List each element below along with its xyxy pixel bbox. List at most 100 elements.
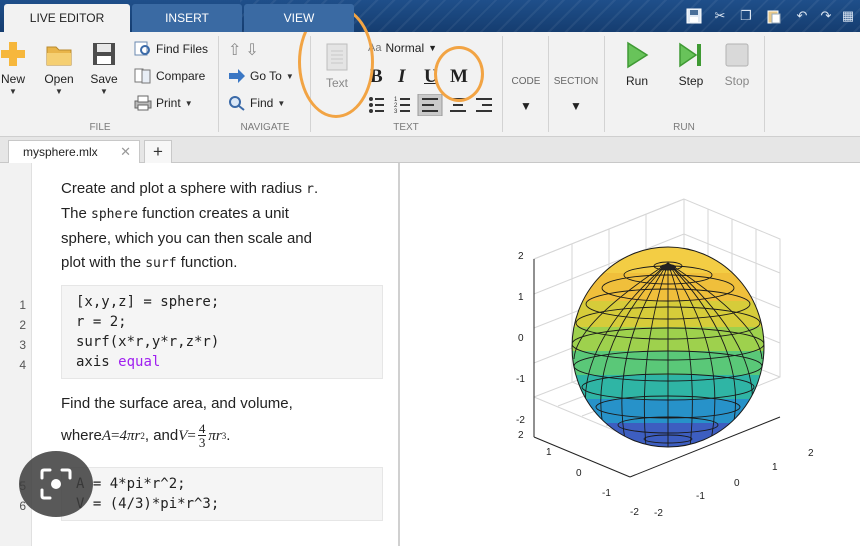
new-plus-icon xyxy=(1,42,25,66)
section-label: SECTION xyxy=(553,76,599,87)
forward-arrow-icon[interactable]: ⇩ xyxy=(245,42,259,59)
code-line[interactable]: surf(x*r,y*r,z*r) xyxy=(76,334,220,350)
y-axis-ticks: -2 -1 0 1 2 xyxy=(654,448,814,519)
svg-text:-2: -2 xyxy=(654,508,663,519)
svg-text:-2: -2 xyxy=(516,415,525,426)
plus-icon: + xyxy=(153,142,163,161)
svg-text:0: 0 xyxy=(518,333,524,344)
cut-icon[interactable]: ✂ xyxy=(714,8,726,23)
insert-text-button[interactable]: Text xyxy=(318,42,356,90)
chevron-down-icon: ▼ xyxy=(55,87,63,96)
fraction-four-thirds: 4 3 xyxy=(197,421,207,450)
sphere-surface xyxy=(572,247,764,447)
svg-text:0: 0 xyxy=(576,468,582,479)
open-button[interactable]: Open ▼ xyxy=(42,40,76,96)
tab-live-editor[interactable]: LIVE EDITOR xyxy=(4,4,130,32)
align-center-icon[interactable] xyxy=(450,98,466,112)
group-separator xyxy=(310,36,311,132)
copy-icon[interactable]: ❐ xyxy=(740,8,752,23)
go-to-button[interactable]: Go To ▼ xyxy=(228,68,294,84)
chevron-down-icon: ▼ xyxy=(285,72,294,81)
save-label: Save xyxy=(90,72,118,86)
run-button[interactable]: Run xyxy=(616,40,658,88)
find-files-button[interactable]: Find Files xyxy=(134,41,208,57)
numbered-list-icon[interactable]: 123 xyxy=(394,97,410,115)
save-button[interactable]: Save ▼ xyxy=(88,40,120,96)
code-block-1[interactable]: [x,y,z] = sphere; r = 2; surf(x*r,y*r,z*… xyxy=(61,285,383,379)
stop-label: Stop xyxy=(724,74,750,88)
step-button[interactable]: Step xyxy=(670,40,712,88)
monospace-button[interactable]: M xyxy=(450,66,468,87)
sphere-outline xyxy=(571,246,765,448)
text-paragraph-formulas[interactable]: Find the surface area, and volume, where… xyxy=(61,395,293,450)
italic-button[interactable]: I xyxy=(398,66,406,87)
align-left-icon[interactable] xyxy=(417,94,443,116)
svg-text:1: 1 xyxy=(546,447,552,458)
compare-icon xyxy=(134,68,151,84)
document-tab-mysphere[interactable]: mysphere.mlx ✕ xyxy=(8,140,140,163)
redo-icon[interactable]: ↷ xyxy=(820,8,832,23)
code-line[interactable]: V = (4/3)*pi*r^3; xyxy=(76,496,220,512)
find-files-icon xyxy=(134,41,150,56)
new-tab-button[interactable]: + xyxy=(144,140,172,163)
go-to-arrow-icon xyxy=(229,69,245,83)
quick-save-icon[interactable] xyxy=(684,6,704,26)
group-separator xyxy=(604,36,605,132)
new-button[interactable]: New ▼ xyxy=(0,40,30,96)
output-divider[interactable] xyxy=(398,163,400,546)
text-document-icon xyxy=(326,43,348,71)
tab-insert[interactable]: INSERT xyxy=(132,4,242,32)
z-axis-ticks: 2 1 0 -1 -2 xyxy=(516,251,525,426)
magnifier-icon xyxy=(229,96,245,111)
text-button-label: Text xyxy=(325,76,348,90)
code-line[interactable]: r = 2; xyxy=(76,314,127,330)
line-number: 1 xyxy=(19,298,26,312)
line-number: 3 xyxy=(19,338,26,352)
plot-axes xyxy=(533,259,781,478)
tab-view[interactable]: VIEW xyxy=(244,4,354,32)
run-group-label: RUN xyxy=(673,122,695,133)
text-group-label: TEXT xyxy=(393,122,419,133)
find-button[interactable]: Find ▼ xyxy=(228,95,285,111)
svg-text:2: 2 xyxy=(518,251,524,262)
paste-icon[interactable] xyxy=(764,6,784,26)
sphere-surface-plot[interactable]: 2 1 0 -1 -2 2 1 0 -1 -2 -2 -1 0 1 2 xyxy=(400,163,860,546)
svg-text:1: 1 xyxy=(772,462,778,473)
align-right-icon[interactable] xyxy=(476,98,492,112)
close-icon[interactable]: ✕ xyxy=(120,144,131,159)
code-block-2[interactable]: A = 4*pi*r^2; V = (4/3)*pi*r^3; xyxy=(61,467,383,521)
bullet-list-icon[interactable] xyxy=(369,97,384,113)
code-menu-button[interactable]: CODE ▼ xyxy=(506,76,546,113)
svg-text:2: 2 xyxy=(518,430,524,441)
print-button[interactable]: Print ▼ xyxy=(134,95,193,111)
group-separator xyxy=(502,36,503,132)
navigate-group-label: NAVIGATE xyxy=(240,122,290,133)
figure-output[interactable]: 2 1 0 -1 -2 2 1 0 -1 -2 -2 -1 0 1 2 xyxy=(400,163,860,546)
file-group-label: FILE xyxy=(89,122,111,133)
compare-button[interactable]: Compare xyxy=(134,68,205,84)
section-menu-button[interactable]: SECTION ▼ xyxy=(550,76,602,113)
chevron-down-icon: ▼ xyxy=(100,87,108,96)
svg-text:0: 0 xyxy=(734,478,740,489)
ribbon-tab-strip: LIVE EDITOR INSERT VIEW ✂ ❐ ↶ ↷ ▦ xyxy=(0,0,860,32)
text-paragraph-intro[interactable]: Create and plot a sphere with radius r. … xyxy=(61,180,319,271)
run-label: Run xyxy=(625,74,648,88)
save-disk-icon xyxy=(93,43,115,65)
play-icon xyxy=(627,41,649,69)
group-separator xyxy=(764,36,765,132)
back-arrow-icon[interactable]: ⇧ xyxy=(228,42,242,59)
lens-search-icon[interactable] xyxy=(19,451,93,517)
code-line[interactable]: [x,y,z] = sphere; xyxy=(76,294,220,310)
stop-button[interactable]: Stop xyxy=(716,40,758,88)
line-number: 6 xyxy=(19,499,26,513)
group-separator xyxy=(218,36,219,132)
underline-button[interactable]: U xyxy=(424,66,438,87)
switch-windows-icon[interactable]: ▦ xyxy=(841,8,855,23)
undo-icon[interactable]: ↶ xyxy=(796,8,808,23)
back-forward-buttons[interactable]: ⇧ ⇩ xyxy=(228,40,259,60)
svg-text:-2: -2 xyxy=(630,507,639,518)
text-style-select[interactable]: Aa Normal ▼ xyxy=(368,41,438,55)
code-line[interactable]: axis equal xyxy=(76,354,161,370)
bold-button[interactable]: B xyxy=(370,66,383,87)
